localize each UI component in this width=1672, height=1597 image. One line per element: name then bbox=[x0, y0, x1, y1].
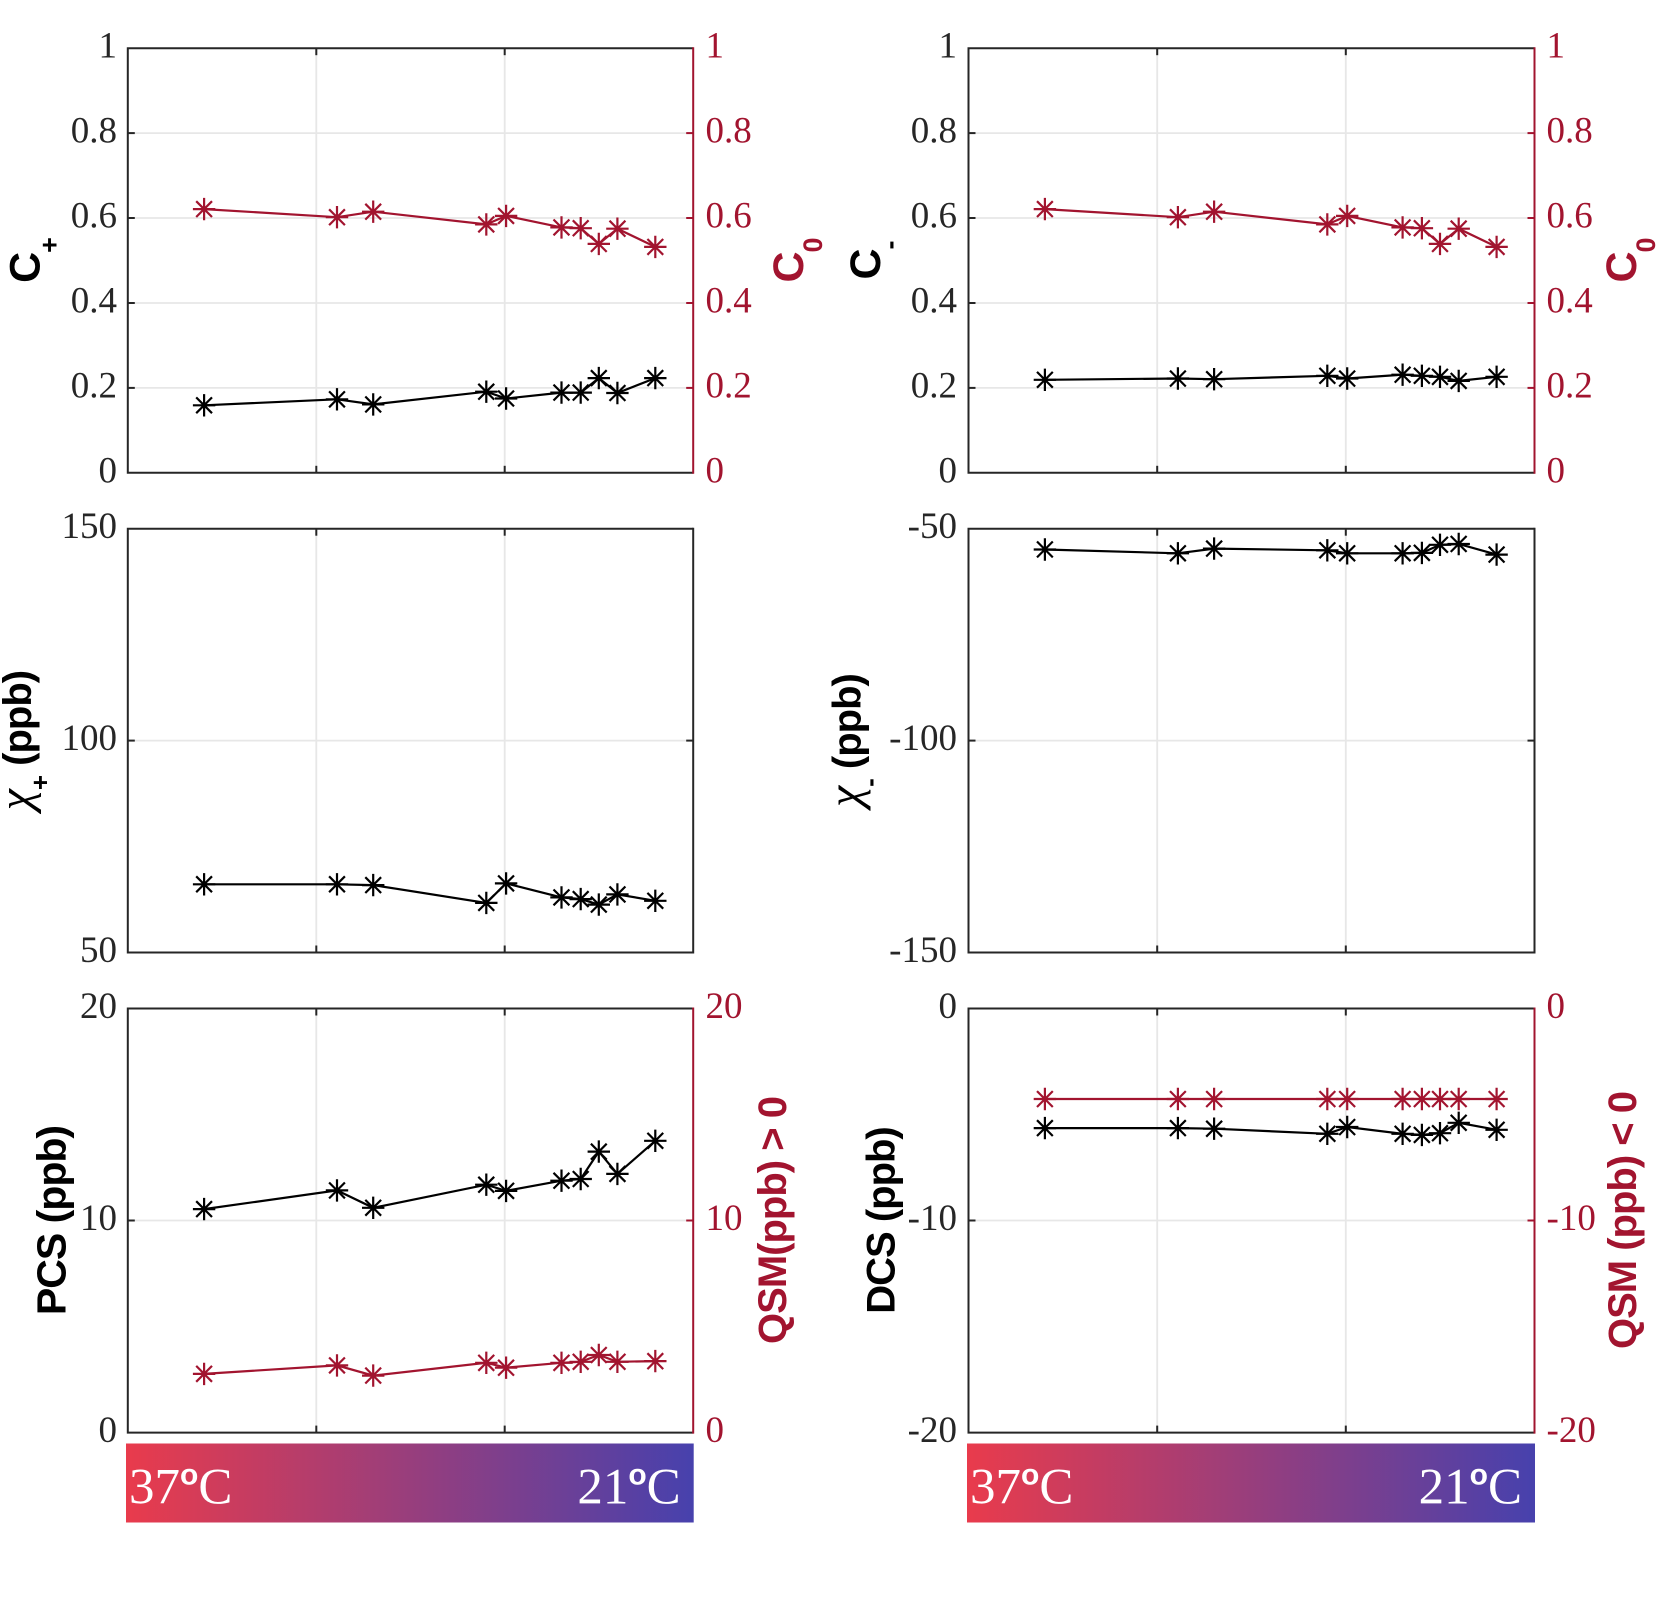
svg-text:-20: -20 bbox=[908, 1410, 957, 1451]
svg-text:QSM(ppb) > 0: QSM(ppb) > 0 bbox=[751, 1097, 795, 1344]
svg-text:0: 0 bbox=[706, 1410, 725, 1451]
svg-text:0: 0 bbox=[1547, 986, 1566, 1027]
svg-text:χ-​ (ppb): χ-​ (ppb) bbox=[819, 674, 885, 811]
svg-text:10: 10 bbox=[80, 1198, 117, 1239]
svg-text:0.2: 0.2 bbox=[1547, 365, 1593, 406]
svg-text:1: 1 bbox=[939, 26, 958, 67]
svg-text:37oC: 37oC bbox=[970, 1459, 1073, 1516]
svg-text:-10: -10 bbox=[1547, 1198, 1596, 1239]
svg-text:0.2: 0.2 bbox=[911, 365, 957, 406]
svg-text:10: 10 bbox=[706, 1198, 743, 1239]
svg-text:0: 0 bbox=[99, 450, 118, 491]
svg-text:20: 20 bbox=[706, 986, 743, 1027]
svg-text:PCS (ppb): PCS (ppb) bbox=[28, 1126, 74, 1315]
svg-text:0.8: 0.8 bbox=[706, 111, 752, 152]
svg-text:1: 1 bbox=[1547, 26, 1566, 67]
svg-text:0: 0 bbox=[939, 986, 958, 1027]
svg-text:χ+​ (ppb): χ+​ (ppb) bbox=[0, 671, 55, 814]
svg-text:0.8: 0.8 bbox=[71, 111, 117, 152]
svg-text:150: 150 bbox=[62, 506, 118, 547]
svg-text:-10: -10 bbox=[908, 1198, 957, 1239]
svg-text:C+​: C+​ bbox=[2, 238, 65, 283]
svg-text:20: 20 bbox=[80, 986, 117, 1027]
svg-text:0: 0 bbox=[1547, 450, 1566, 491]
svg-text:0: 0 bbox=[706, 450, 725, 491]
svg-text:0.4: 0.4 bbox=[706, 281, 752, 322]
svg-text:0.8: 0.8 bbox=[1547, 111, 1593, 152]
svg-text:0.6: 0.6 bbox=[1547, 196, 1593, 237]
svg-text:C-​: C-​ bbox=[842, 241, 905, 279]
svg-text:0: 0 bbox=[939, 450, 958, 491]
svg-text:-50: -50 bbox=[908, 506, 957, 547]
svg-text:QSM (ppb) < 0: QSM (ppb) < 0 bbox=[1601, 1092, 1645, 1349]
svg-text:0.6: 0.6 bbox=[71, 196, 117, 237]
svg-text:C0​: C0​ bbox=[1598, 238, 1661, 282]
svg-text:C0​: C0​ bbox=[765, 238, 828, 282]
svg-text:100: 100 bbox=[62, 718, 118, 759]
svg-text:0.4: 0.4 bbox=[911, 281, 957, 322]
svg-text:0.6: 0.6 bbox=[706, 196, 752, 237]
svg-text:50: 50 bbox=[80, 930, 117, 971]
svg-text:0.8: 0.8 bbox=[911, 111, 957, 152]
svg-text:-20: -20 bbox=[1547, 1410, 1596, 1451]
svg-text:0: 0 bbox=[99, 1410, 118, 1451]
svg-text:0.2: 0.2 bbox=[71, 365, 117, 406]
svg-text:1: 1 bbox=[99, 26, 118, 67]
svg-text:-150: -150 bbox=[889, 930, 957, 971]
svg-text:0.6: 0.6 bbox=[911, 196, 957, 237]
svg-text:0.4: 0.4 bbox=[71, 281, 117, 322]
svg-text:0.2: 0.2 bbox=[706, 365, 752, 406]
svg-text:DCS (ppb): DCS (ppb) bbox=[859, 1127, 903, 1314]
svg-text:1: 1 bbox=[706, 26, 725, 67]
svg-text:-100: -100 bbox=[889, 718, 957, 759]
svg-text:0.4: 0.4 bbox=[1547, 281, 1593, 322]
